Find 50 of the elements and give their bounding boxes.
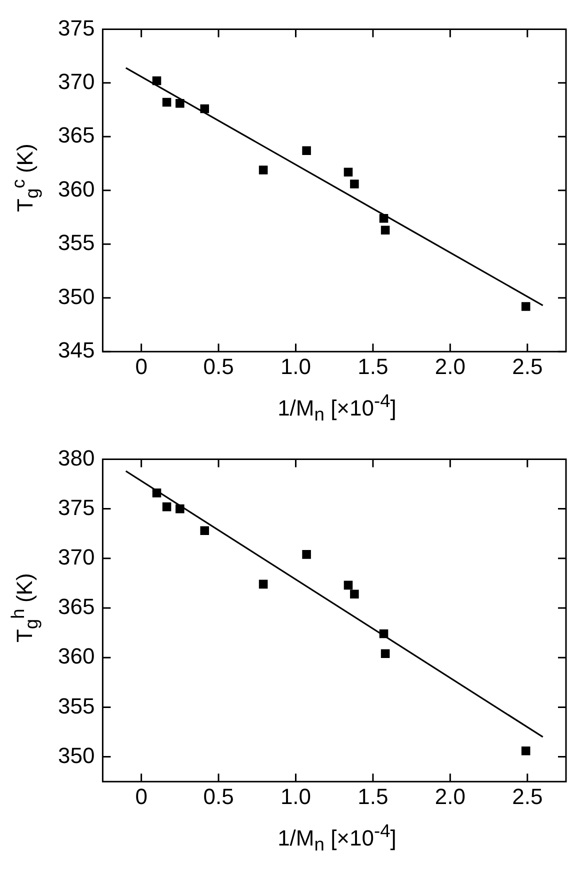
y-tick-label: 355 xyxy=(58,230,95,256)
x-tick-label: 0.5 xyxy=(203,784,234,809)
point xyxy=(152,76,162,86)
x-tick-label: 0 xyxy=(135,784,148,809)
point xyxy=(344,580,353,590)
x-tick-label: 1.0 xyxy=(280,784,312,809)
x-tick-label: 0.5 xyxy=(203,354,234,379)
point xyxy=(379,629,388,638)
x-tick-label: 2.0 xyxy=(434,354,466,379)
y-tick-label: 350 xyxy=(58,742,95,768)
point xyxy=(521,302,530,311)
y-tick-label: 345 xyxy=(58,338,95,363)
x-tick-label: 2.5 xyxy=(512,354,543,379)
y-tick-label: 370 xyxy=(58,68,95,94)
point xyxy=(152,488,162,498)
point xyxy=(521,746,530,756)
point xyxy=(380,226,390,235)
point xyxy=(379,214,388,223)
x-tick-label: 2.5 xyxy=(512,784,543,809)
point xyxy=(258,580,268,589)
point xyxy=(350,180,359,188)
point xyxy=(258,166,268,174)
y-tick-label: 380 xyxy=(58,445,95,470)
y-tick-label: 370 xyxy=(58,544,95,570)
x-axis-title: 1/M$_{n}$ [×10$^{-4}$] xyxy=(276,820,398,856)
point xyxy=(200,526,210,536)
point xyxy=(176,504,184,514)
y-tick-label: 365 xyxy=(58,122,95,148)
point xyxy=(176,98,184,108)
x-axis-title: 1/M$_{n}$ [×10$^{-4}$] xyxy=(276,390,398,426)
x-tick-label: 1.5 xyxy=(358,784,388,809)
x-tick-label: 1.0 xyxy=(280,354,312,379)
y-tick-label: 375 xyxy=(58,494,95,520)
y-tick-label: 360 xyxy=(58,176,95,202)
point xyxy=(350,590,359,598)
point xyxy=(200,104,210,114)
y-tick-label: 365 xyxy=(58,594,95,620)
point xyxy=(302,550,311,559)
point xyxy=(380,649,390,658)
point xyxy=(302,146,311,156)
x-tick-label: 0 xyxy=(135,354,148,379)
y-tick-label: 350 xyxy=(58,284,95,309)
y-tick-label: 375 xyxy=(58,15,95,40)
x-tick-label: 1.5 xyxy=(358,354,388,379)
y-tick-label: 360 xyxy=(58,644,95,669)
point xyxy=(162,98,172,107)
x-tick-label: 2.0 xyxy=(434,784,466,809)
point xyxy=(162,502,172,512)
y-tick-label: 355 xyxy=(58,693,95,718)
point xyxy=(344,168,353,177)
